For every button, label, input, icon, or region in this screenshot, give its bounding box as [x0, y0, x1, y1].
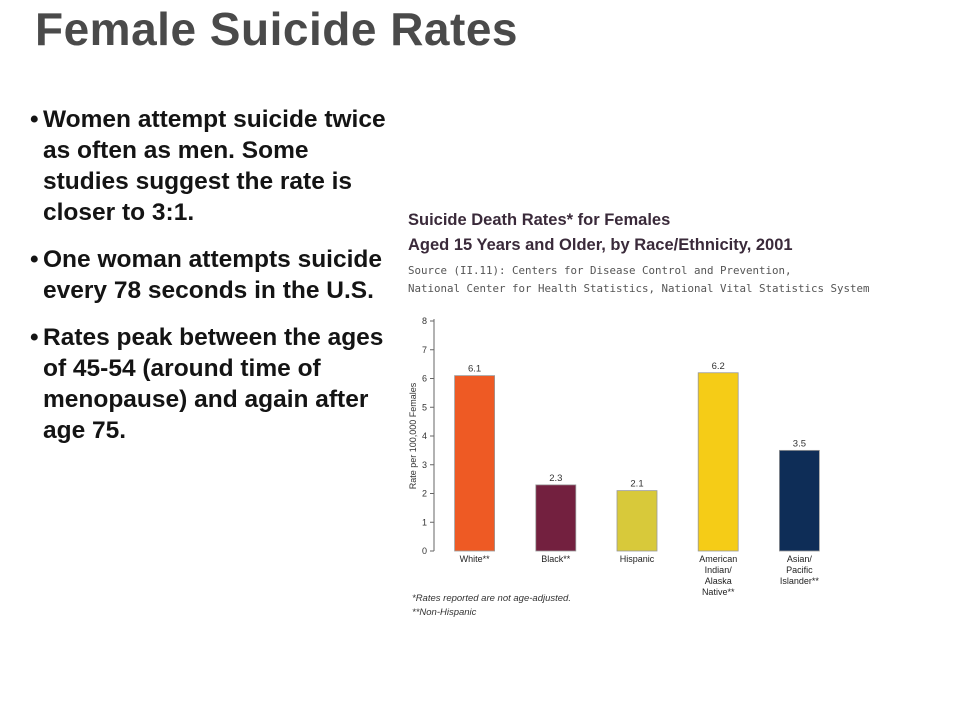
x-tick-label: Hispanic: [620, 554, 655, 564]
chart-footnote-1: *Rates reported are not age-adjusted.: [412, 593, 571, 604]
x-tick-label: Indian/: [705, 565, 733, 575]
bullet-marker: •: [30, 246, 39, 273]
x-tick-label: Black**: [541, 554, 571, 564]
bullet-item: • One woman attempts suicide every 78 sec…: [30, 244, 392, 306]
y-axis-label: Rate per 100,000 Females: [408, 382, 418, 489]
bullet-text: One woman attempts suicide every 78 seco…: [43, 246, 382, 304]
x-tick-label: White**: [460, 554, 491, 564]
bar-value-label: 6.2: [712, 361, 725, 372]
bullet-text: Women attempt suicide twice as often as …: [43, 106, 386, 226]
chart-subtitle: Aged 15 Years and Older, by Race/Ethnici…: [408, 236, 793, 254]
bullet-text: Rates peak between the ages of 45-54 (ar…: [43, 324, 384, 444]
bar-value-label: 3.5: [793, 438, 806, 449]
chart-source-line-1: Source (II.11): Centers for Disease Cont…: [408, 264, 792, 277]
y-tick-label: 3: [422, 460, 427, 470]
y-tick-label: 1: [422, 517, 427, 527]
y-tick-label: 4: [422, 431, 427, 441]
x-tick-label: Asian/: [787, 554, 813, 564]
bullet-item: • Women attempt suicide twice as often as…: [30, 104, 392, 228]
x-tick-label: Alaska: [705, 576, 732, 586]
bar-chart: Rate per 100,000 Females 0 1 2 3 4 5 6 7 8 6.1 Whit…: [408, 316, 820, 596]
bar: [535, 484, 577, 552]
x-tick-label: Native**: [702, 587, 735, 596]
bar: [778, 449, 820, 552]
y-tick-label: 7: [422, 345, 427, 355]
x-tick-label: Islander**: [780, 576, 820, 586]
bar: [697, 372, 739, 552]
bar-value-label: 6.1: [468, 364, 481, 375]
chart-title: Suicide Death Rates* for Females: [408, 211, 671, 229]
bar: [454, 375, 495, 552]
bar: [616, 490, 658, 552]
bar-value-label: 2.3: [549, 473, 562, 484]
bullet-list: • Women attempt suicide twice as often as…: [30, 104, 392, 462]
bar-value-label: 2.1: [630, 479, 643, 490]
y-tick-label: 8: [422, 316, 427, 326]
y-tick-label: 5: [422, 402, 427, 412]
y-tick-label: 0: [422, 546, 427, 556]
y-tick-label: 6: [422, 374, 427, 384]
slide-title: Female Suicide Rates: [35, 3, 518, 55]
bullet-item: • Rates peak between the ages of 45-54 (a…: [30, 322, 392, 446]
y-tick-label: 2: [422, 489, 427, 499]
x-tick-label: American: [699, 554, 737, 564]
chart-source-line-2: National Center for Health Statistics, N…: [408, 282, 870, 295]
x-tick-label: Pacific: [786, 565, 813, 575]
bullet-marker: •: [30, 106, 39, 133]
bullet-marker: •: [30, 324, 39, 351]
chart-footnote-2: **Non-Hispanic: [412, 607, 477, 618]
